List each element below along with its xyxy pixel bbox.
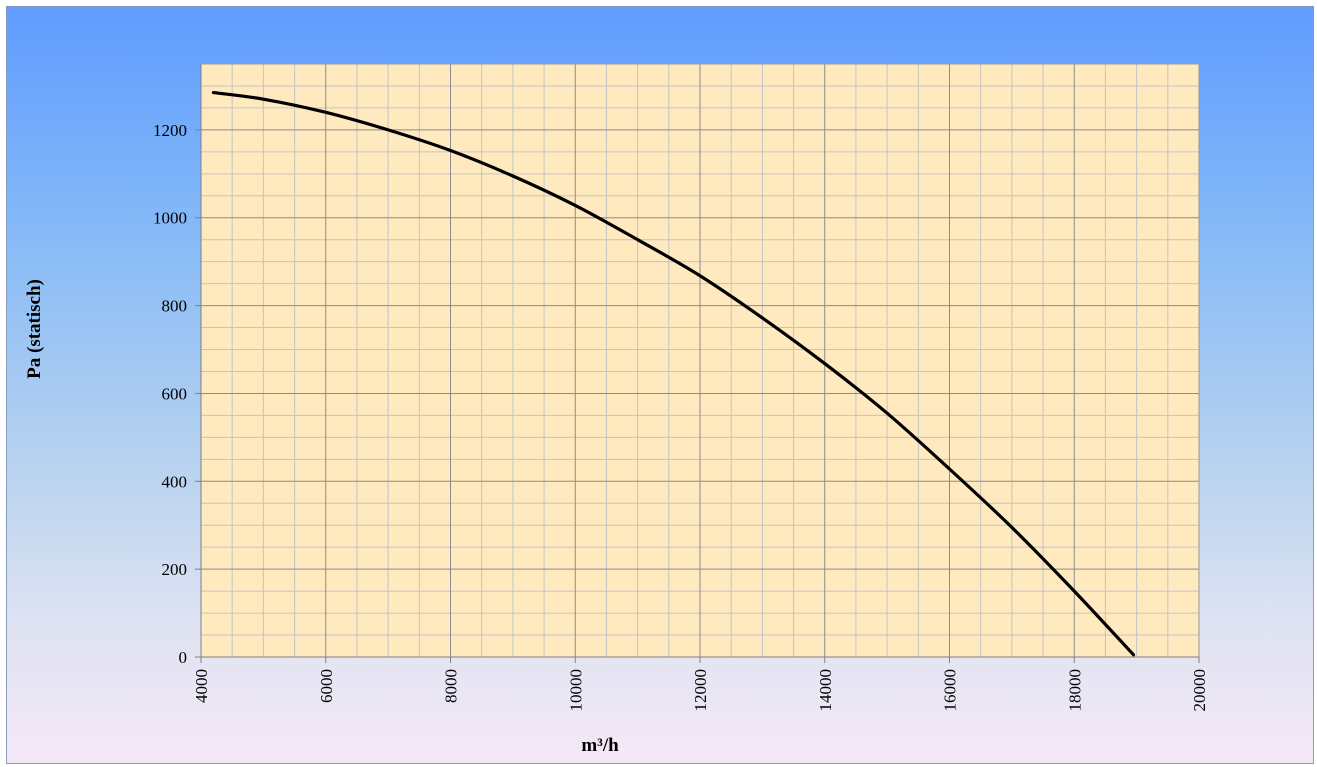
axes [195, 63, 1200, 663]
y-tick-label: 1200 [153, 121, 187, 140]
x-tick-label: 6000 [317, 669, 336, 703]
series-line [211, 90, 1136, 657]
x-tick-label: 12000 [691, 669, 710, 712]
x-tick-label: 16000 [941, 669, 960, 712]
x-tick-label: 20000 [1190, 669, 1209, 712]
y-tick-label: 800 [162, 297, 188, 316]
y-tick-label: 400 [162, 472, 188, 491]
x-axis-title: m³/h [581, 735, 619, 756]
x-tick-label: 8000 [442, 669, 461, 703]
x-tick-label: 10000 [566, 669, 585, 712]
y-tick-label: 1000 [153, 209, 187, 228]
x-tick-label: 18000 [1065, 669, 1084, 712]
x-tick-label: 4000 [192, 669, 211, 703]
tick-labels: 0 200 400 600 800 1000 1200 4000 6000 8000 10000 12… [153, 121, 1209, 712]
y-tick-label: 0 [179, 648, 188, 667]
series-layer [211, 90, 1136, 657]
y-tick-label: 200 [162, 560, 188, 579]
x-tick-label: 14000 [816, 669, 835, 712]
y-tick-label: 600 [162, 384, 188, 403]
y-axis-title: Pa (statisch) [24, 279, 45, 379]
